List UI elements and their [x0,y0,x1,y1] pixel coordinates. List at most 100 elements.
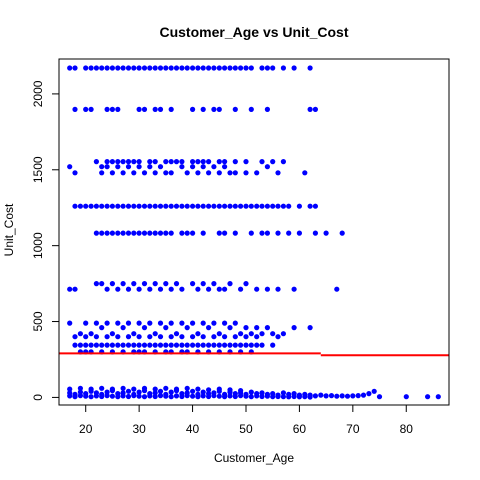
data-point-240 [141,325,148,331]
data-point-145 [216,203,222,209]
data-point-122 [93,203,99,209]
data-point-197 [104,286,110,292]
data-point-187 [275,230,281,236]
data-point-57 [264,106,270,112]
data-point-174 [157,230,164,236]
data-point-86 [270,159,276,165]
data-point-415 [115,394,121,400]
data-point-417 [125,393,132,400]
data-point-426 [173,393,180,399]
data-point-242 [152,331,158,337]
data-point-93 [125,164,132,170]
data-point-153 [259,203,265,209]
data-point-217 [216,286,222,292]
data-point-378 [248,389,254,395]
data-point-30 [232,65,238,71]
data-point-439 [243,393,249,399]
data-point-422 [152,393,158,400]
data-point-11 [131,65,137,71]
data-point-39 [307,65,313,71]
data-point-274 [136,334,142,340]
data-point-201 [125,286,132,292]
data-point-38 [291,65,297,71]
data-point-133 [152,203,158,209]
data-point-227 [67,320,73,326]
data-point-44 [109,106,115,112]
data-point-194 [72,286,78,292]
data-point-421 [147,393,153,399]
data-point-96 [141,170,148,176]
x-tick-label-40: 40 [186,422,200,436]
data-point-188 [286,230,292,236]
data-point-182 [222,230,228,236]
data-point-48 [152,106,158,112]
data-point-292 [99,342,105,348]
y-axis-label: Unit_Cost [2,203,16,256]
data-point-178 [184,230,190,236]
data-point-440 [248,394,254,400]
data-point-247 [179,320,185,326]
data-point-63 [99,164,105,170]
data-point-112 [232,170,238,176]
data-point-164 [104,230,110,236]
data-point-464 [195,386,201,392]
data-point-276 [157,334,164,340]
data-point-161 [312,203,318,209]
data-point-284 [243,334,249,340]
data-point-37 [280,65,286,71]
data-point-192 [339,230,345,236]
data-point-398 [355,393,361,399]
data-point-245 [168,320,174,326]
data-point-53 [211,106,217,112]
data-point-19 [173,65,180,71]
data-point-64 [104,159,110,165]
x-tick-label-80: 80 [400,422,414,436]
data-point-420 [141,394,148,400]
data-point-104 [190,164,196,170]
data-point-1 [72,65,78,71]
data-point-146 [222,203,228,209]
data-point-110 [222,164,228,170]
data-point-408 [77,393,83,399]
data-point-413 [104,393,110,399]
data-point-34 [259,65,265,71]
data-point-55 [232,106,238,112]
data-point-158 [286,203,292,209]
data-point-399 [360,392,367,398]
data-point-367 [190,388,196,394]
data-point-205 [147,286,153,292]
data-point-184 [248,230,254,236]
data-point-244 [163,325,169,331]
data-point-118 [72,203,78,209]
data-point-75 [173,159,180,165]
data-point-318 [238,342,244,348]
data-point-51 [190,106,196,112]
data-point-450 [302,394,308,400]
data-point-282 [222,334,228,340]
data-point-85 [259,159,265,165]
data-point-3 [88,65,94,71]
data-point-236 [120,325,126,331]
data-point-150 [243,203,249,209]
data-point-315 [222,342,228,348]
data-point-213 [195,286,201,292]
data-point-449 [296,394,302,400]
data-point-393 [328,393,335,399]
data-point-427 [179,393,185,400]
data-point-229 [83,320,89,326]
data-point-261 [254,325,260,331]
data-point-466 [216,386,222,392]
data-point-31 [238,65,244,71]
data-point-391 [318,392,324,398]
data-point-16 [157,65,164,71]
data-point-216 [211,281,217,287]
data-point-183 [232,230,238,236]
data-point-47 [141,106,148,112]
data-point-80 [206,159,212,165]
data-point-109 [216,170,222,176]
data-point-7 [109,65,115,71]
x-tick-label-30: 30 [132,422,146,436]
data-point-170 [136,230,142,236]
data-point-169 [131,230,137,236]
data-point-180 [200,230,206,236]
